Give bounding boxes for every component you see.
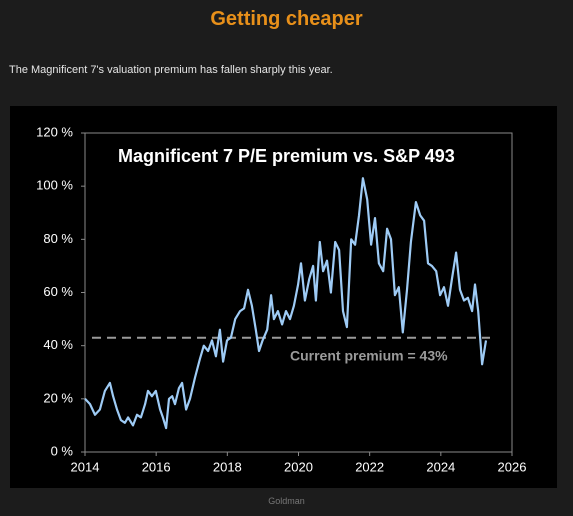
x-tick-label: 2022 [355, 459, 384, 474]
x-tick-label: 2014 [71, 459, 100, 474]
source: Goldman [268, 496, 305, 506]
chart-title: Magnificent 7 P/E premium vs. S&P 493 [118, 146, 455, 166]
reference-label: Current premium = 43% [290, 347, 448, 363]
page-title: Getting cheaper [210, 8, 363, 30]
chart: Magnificent 7 P/E premium vs. S&P 493 0 … [10, 106, 557, 488]
x-tick-label: 2026 [498, 459, 527, 474]
x-tick-label: 2016 [142, 459, 171, 474]
y-tick-label: 0 % [51, 443, 74, 458]
line-series [84, 177, 488, 430]
y-tick-label: 20 % [43, 390, 73, 405]
x-tick-label: 2018 [213, 459, 242, 474]
y-tick-label: 100 % [36, 178, 73, 193]
y-tick-label: 60 % [43, 284, 73, 299]
x-tick-label: 2020 [284, 459, 313, 474]
x-tick-label: 2024 [426, 459, 455, 474]
y-tick-label: 80 % [43, 231, 73, 246]
chart-background [10, 106, 557, 488]
y-tick-label: 120 % [36, 124, 73, 139]
y-tick-label: 40 % [43, 337, 73, 352]
subtitle: The Magnificent 7's valuation premium ha… [9, 64, 333, 76]
